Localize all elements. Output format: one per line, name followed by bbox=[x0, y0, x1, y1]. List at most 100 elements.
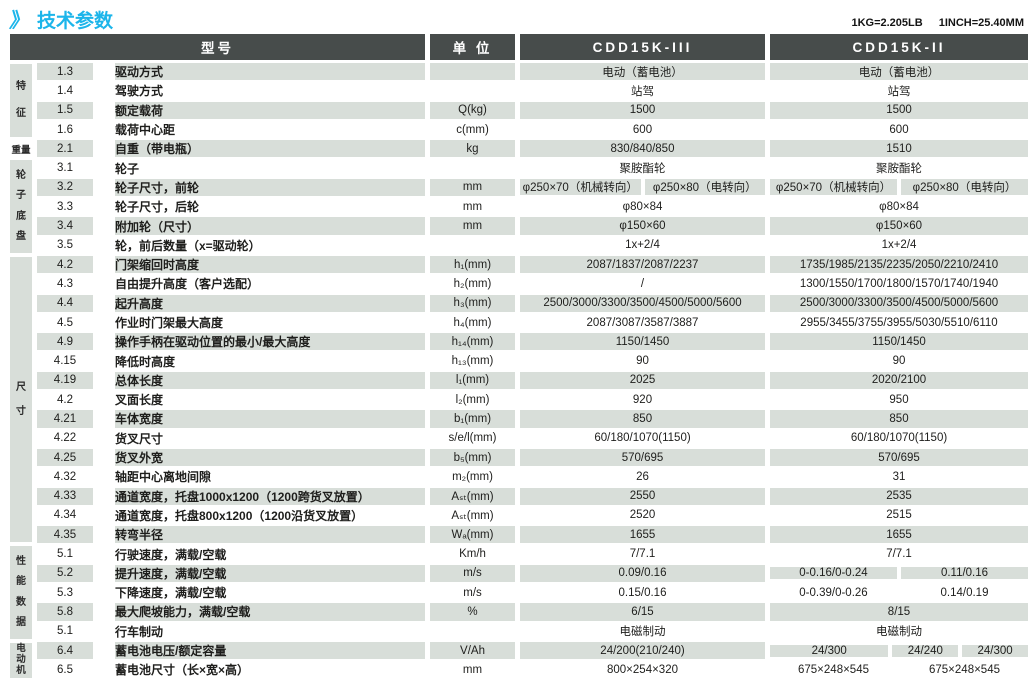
value-cell-cdd15k-iii: φ150×60 bbox=[520, 216, 765, 235]
spec-name-cell: 轴距中心离地间隙 bbox=[115, 470, 212, 485]
unit-cell: m/s bbox=[430, 564, 515, 583]
spec-name-cell: 提升速度，满载/空载 bbox=[98, 564, 425, 583]
value-cell-cdd15k-ii: 电动（蓄电池） bbox=[770, 62, 1028, 81]
row-number-cell: 4.25 bbox=[37, 448, 93, 467]
top-bar: 》 技术参数 1KG=2.205LB 1INCH=25.40MM bbox=[0, 0, 1034, 34]
value-cell-cdd15k-ii: 8/15 bbox=[770, 602, 1028, 621]
value-cell-cdd15k-iii: φ250×70（机械转向） φ250×80（电转向） bbox=[520, 178, 765, 197]
unit-cell: h₁₄(mm) bbox=[430, 332, 515, 351]
spec-name-cell: 货叉外宽 bbox=[98, 448, 425, 467]
table-body: 特征重量轮子底盘尺寸性能数据电动机 1.3 驱动方式 电动（蓄电池） 电动（蓄电池） 1.… bbox=[10, 62, 1029, 680]
value-cell-cdd15k-iii: 2025 bbox=[520, 371, 765, 390]
unit-cell: l₁(mm) bbox=[430, 371, 515, 390]
header-unit: 单 位 bbox=[430, 34, 515, 60]
value-subcell: 0-0.39/0-0.26 bbox=[799, 586, 868, 599]
spec-name-cell: 额定载荷 bbox=[98, 101, 425, 120]
row-number-cell: 4.15 bbox=[53, 355, 77, 368]
page-title-text: 技术参数 bbox=[37, 10, 114, 32]
value-cell-cdd15k-iii: / bbox=[640, 277, 645, 290]
table-header-row: 型号 单 位 CDD15K-III CDD15K-II bbox=[10, 34, 1028, 60]
kg-conversion: 1KG=2.205LB bbox=[851, 17, 923, 29]
header-model: 型号 bbox=[10, 34, 425, 60]
value-cell-cdd15k-ii: φ80×84 bbox=[879, 200, 919, 213]
spec-name-cell: 车体宽度 bbox=[98, 409, 425, 428]
inch-conversion: 1INCH=25.40MM bbox=[938, 17, 1024, 29]
spec-table: 型号 单 位 CDD15K-III CDD15K-II 特征重量轮子底盘尺寸性能… bbox=[10, 34, 1029, 680]
row-number-cell: 3.5 bbox=[57, 239, 73, 252]
row-number-cell: 4.22 bbox=[53, 432, 77, 445]
unit-cell: Aₛₜ(mm) bbox=[430, 487, 515, 506]
unit-cell: mm bbox=[462, 663, 483, 676]
value-cell-cdd15k-iii: 7/7.1 bbox=[629, 548, 656, 561]
row-number-cell: 2.1 bbox=[37, 139, 93, 158]
spec-name-cell: 附加轮（尺寸） bbox=[98, 216, 425, 235]
spec-name-cell: 轮子 bbox=[115, 161, 140, 176]
unit-cell: V/Ah bbox=[430, 641, 515, 660]
value-cell-cdd15k-ii: 1x+2/4 bbox=[881, 239, 917, 252]
value-subcell: 675×248×545 bbox=[929, 663, 1000, 676]
value-cell-cdd15k-ii: 675×248×545 675×248×545 bbox=[770, 660, 1028, 679]
value-cell-cdd15k-ii: 2020/2100 bbox=[770, 371, 1028, 390]
unit-cell bbox=[430, 158, 515, 177]
unit-cell: mm bbox=[462, 200, 483, 213]
unit-cell: h₁₃(mm) bbox=[451, 355, 494, 368]
row-number-cell: 5.1 bbox=[57, 625, 73, 638]
value-cell-cdd15k-iii: 1655 bbox=[520, 525, 765, 544]
spec-name-cell: 轮，前后数量（x=驱动轮） bbox=[115, 238, 261, 253]
row-number-cell: 1.4 bbox=[57, 84, 73, 97]
spec-name-cell: 门架缩回时高度 bbox=[98, 255, 425, 274]
group-label: 性能数据 bbox=[10, 544, 32, 640]
value-cell-cdd15k-ii: 电磁制动 bbox=[876, 626, 922, 639]
row-number-cell: 3.3 bbox=[57, 200, 73, 213]
value-cell-cdd15k-iii: 2520 bbox=[629, 509, 656, 522]
value-cell-cdd15k-iii: 920 bbox=[632, 393, 653, 406]
value-cell-cdd15k-iii: 90 bbox=[636, 355, 649, 368]
spec-name-cell: 货叉尺寸 bbox=[115, 431, 164, 446]
value-cell-cdd15k-ii: 1150/1450 bbox=[770, 332, 1028, 351]
unit-cell: l₂(mm) bbox=[455, 393, 490, 406]
row-number-cell: 4.3 bbox=[57, 277, 73, 290]
row-number-cell: 4.19 bbox=[37, 371, 93, 390]
spec-name-cell: 通道宽度，托盘1000x1200（1200跨货叉放置） bbox=[98, 487, 425, 506]
value-cell-cdd15k-iii: 600 bbox=[632, 123, 653, 136]
spec-name-cell: 行车制动 bbox=[115, 624, 164, 639]
value-subcell: φ250×70（机械转向） bbox=[770, 179, 897, 196]
row-number-cell: 3.1 bbox=[57, 162, 73, 175]
spec-name-cell: 作业时门架最大高度 bbox=[115, 316, 224, 330]
spec-name-cell: 驾驶方式 bbox=[115, 84, 164, 99]
value-cell-cdd15k-ii: 站驾 bbox=[887, 85, 911, 98]
value-cell-cdd15k-ii: 7/7.1 bbox=[886, 548, 912, 561]
spec-name-cell: 通道宽度，托盘800x1200（1200沿货叉放置） bbox=[115, 508, 364, 523]
row-number-cell: 5.8 bbox=[37, 602, 93, 621]
value-cell-cdd15k-iii: 1x+2/4 bbox=[625, 239, 660, 252]
value-cell-cdd15k-iii: 2087/1837/2087/2237 bbox=[520, 255, 765, 274]
unit-cell bbox=[430, 81, 515, 100]
unit-cell: h₄(mm) bbox=[453, 316, 492, 329]
unit-cell: Q(kg) bbox=[430, 101, 515, 120]
value-cell-cdd15k-ii: φ150×60 bbox=[770, 216, 1028, 235]
value-subcell: 0.11/0.16 bbox=[901, 567, 1028, 580]
value-cell-cdd15k-ii: 1300/1550/1700/1800/1570/1740/1940 bbox=[799, 277, 999, 290]
value-cell-cdd15k-iii: 站驾 bbox=[631, 85, 654, 98]
section-marker-icon: 》 bbox=[8, 10, 32, 32]
unit-cell: b₁(mm) bbox=[430, 409, 515, 428]
spec-name-cell: 蓄电池尺寸（长×宽×高） bbox=[115, 663, 250, 678]
header-cdd15k-ii: CDD15K-II bbox=[770, 34, 1028, 60]
value-cell-cdd15k-iii: 0.15/0.16 bbox=[618, 586, 667, 599]
value-cell-cdd15k-ii: 2535 bbox=[770, 487, 1028, 506]
row-number-cell: 3.4 bbox=[37, 216, 93, 235]
value-cell-cdd15k-ii: 2955/3455/3755/3955/5030/5510/6110 bbox=[800, 316, 998, 329]
row-number-cell: 4.33 bbox=[37, 487, 93, 506]
unit-cell: Km/h bbox=[459, 548, 486, 561]
value-cell-cdd15k-iii: 2087/3087/3587/3887 bbox=[586, 316, 699, 329]
row-number-cell: 1.6 bbox=[57, 123, 73, 136]
value-cell-cdd15k-ii: 24/300 24/240 24/300 bbox=[770, 641, 1029, 660]
unit-cell: h₂(mm) bbox=[453, 277, 492, 290]
unit-cell: s/e/l(mm) bbox=[448, 432, 497, 445]
row-number-cell: 4.2 bbox=[57, 393, 73, 406]
value-cell-cdd15k-iii: 2550 bbox=[520, 487, 765, 506]
group-label: 特征 bbox=[10, 62, 32, 139]
spec-name-cell: 蓄电池电压/额定容量 bbox=[98, 641, 425, 660]
spec-name-cell: 驱动方式 bbox=[98, 62, 425, 81]
value-subcell: 675×248×545 bbox=[798, 663, 869, 676]
